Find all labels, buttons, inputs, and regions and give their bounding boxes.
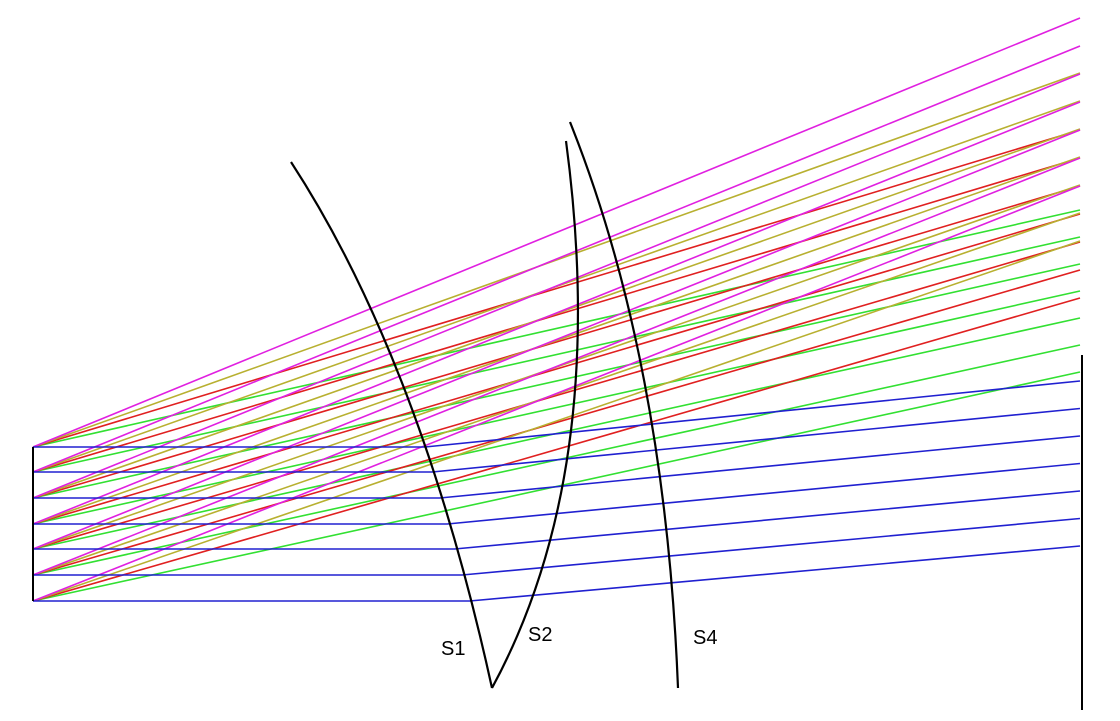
ray [33, 407, 1081, 473]
ray [33, 490, 1081, 550]
label-s2: S2 [528, 624, 552, 646]
ray [33, 462, 1081, 525]
ray [32, 72, 1081, 448]
ray [32, 101, 1081, 525]
ray [33, 435, 1081, 499]
ray [32, 297, 1081, 602]
ray [32, 263, 1081, 499]
ray [32, 156, 1081, 525]
ray [33, 517, 1081, 576]
ray [32, 73, 1081, 499]
ray [32, 45, 1081, 473]
label-s1: S1 [441, 638, 465, 660]
ray [32, 17, 1081, 448]
ray [32, 129, 1081, 550]
rays [32, 17, 1081, 602]
ray [32, 290, 1081, 525]
surface-s4 [568, 121, 680, 689]
ray [32, 236, 1081, 473]
ray [32, 240, 1081, 602]
ray [32, 185, 1081, 499]
ray [32, 129, 1081, 448]
surface-s1 [290, 161, 494, 689]
surface-s2 [491, 140, 579, 689]
ray [32, 209, 1081, 448]
ray [32, 185, 1081, 602]
label-s4: S4 [693, 627, 717, 649]
ray [32, 157, 1081, 473]
ray [33, 545, 1081, 602]
ray [32, 157, 1081, 576]
